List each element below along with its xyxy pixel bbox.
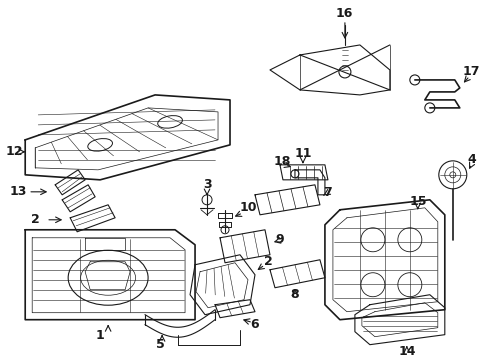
Polygon shape bbox=[25, 95, 229, 180]
Text: 15: 15 bbox=[408, 195, 426, 208]
Text: 1: 1 bbox=[96, 329, 104, 342]
Polygon shape bbox=[190, 255, 254, 315]
Text: 2: 2 bbox=[31, 213, 40, 226]
Text: 14: 14 bbox=[397, 345, 415, 358]
Text: 12: 12 bbox=[5, 145, 23, 158]
Polygon shape bbox=[324, 200, 444, 320]
Text: 8: 8 bbox=[290, 288, 299, 301]
Polygon shape bbox=[220, 230, 269, 263]
Polygon shape bbox=[62, 185, 95, 212]
Polygon shape bbox=[55, 170, 85, 195]
Text: 13: 13 bbox=[9, 185, 27, 198]
Text: 3: 3 bbox=[203, 178, 211, 191]
Text: 4: 4 bbox=[467, 153, 475, 166]
Polygon shape bbox=[269, 45, 389, 95]
Polygon shape bbox=[354, 295, 444, 345]
Text: 11: 11 bbox=[294, 147, 311, 160]
Polygon shape bbox=[25, 230, 195, 320]
Text: 7: 7 bbox=[323, 186, 332, 199]
Text: 18: 18 bbox=[273, 156, 290, 168]
Polygon shape bbox=[215, 300, 254, 318]
Text: 16: 16 bbox=[335, 8, 352, 21]
Text: 5: 5 bbox=[155, 338, 164, 351]
Text: 10: 10 bbox=[239, 201, 256, 214]
Text: 2: 2 bbox=[263, 255, 272, 268]
Text: 9: 9 bbox=[275, 233, 284, 246]
Polygon shape bbox=[254, 185, 319, 215]
Text: 6: 6 bbox=[250, 318, 259, 331]
Polygon shape bbox=[280, 165, 327, 180]
Polygon shape bbox=[70, 205, 115, 232]
Polygon shape bbox=[294, 170, 324, 195]
Text: 17: 17 bbox=[462, 66, 480, 78]
Polygon shape bbox=[269, 260, 324, 288]
